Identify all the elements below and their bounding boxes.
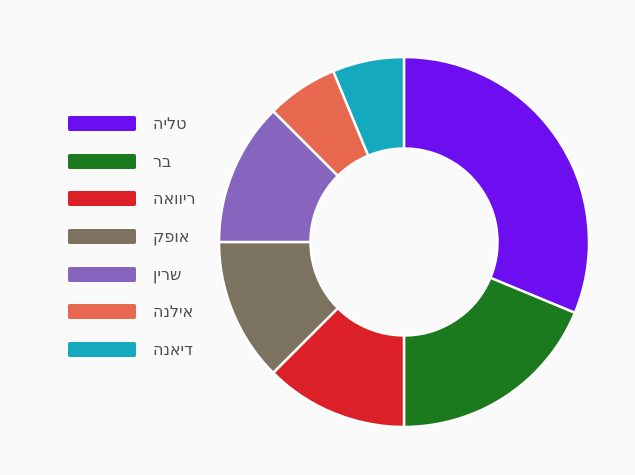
legend: טליה בר ריוואה אופק שרין אילנה דיאנה	[68, 113, 195, 377]
pie-slice-diana[interactable]	[331, 55, 406, 157]
legend-label-sharin: שרין	[153, 264, 182, 284]
legend-label-ilana: אילנה	[153, 302, 194, 322]
legend-swatch-ofek	[68, 229, 136, 245]
legend-item-diana[interactable]: דיאנה	[68, 339, 195, 360]
legend-label-rivaa: ריוואה	[153, 189, 196, 209]
legend-item-talia[interactable]: טליה	[68, 113, 195, 134]
legend-item-bar[interactable]: בר	[68, 151, 195, 172]
pie-slice-bar[interactable]	[402, 276, 577, 429]
legend-label-diana: דיאנה	[153, 340, 193, 360]
legend-item-rivaa[interactable]: ריוואה	[68, 188, 195, 209]
legend-swatch-bar	[68, 153, 136, 169]
legend-label-ofek: אופק	[153, 227, 190, 247]
legend-swatch-sharin	[68, 266, 136, 282]
legend-item-ofek[interactable]: אופק	[68, 226, 195, 247]
legend-swatch-ilana	[68, 304, 136, 320]
legend-item-ilana[interactable]: אילנה	[68, 301, 195, 322]
legend-swatch-diana	[68, 342, 136, 358]
pie-slice-talia[interactable]	[402, 55, 591, 315]
legend-swatch-talia	[68, 116, 136, 131]
legend-label-talia: טליה	[153, 114, 187, 133]
legend-item-sharin[interactable]: שרין	[68, 264, 195, 285]
legend-label-bar: בר	[153, 151, 172, 171]
legend-swatch-rivaa	[68, 191, 136, 207]
